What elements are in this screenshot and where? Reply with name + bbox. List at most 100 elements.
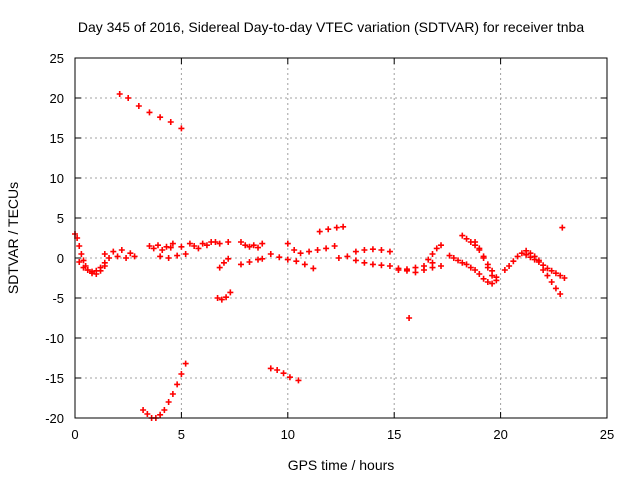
data-point [203, 242, 210, 249]
data-point [386, 248, 393, 255]
data-point [480, 275, 487, 282]
data-point [220, 259, 227, 266]
data-point [333, 224, 340, 231]
y-axis-label: SDTVAR / TECUs [5, 182, 21, 294]
data-point [438, 263, 445, 269]
data-point [135, 103, 142, 109]
y-tick-label: -15 [45, 371, 64, 386]
data-point [284, 256, 291, 263]
data-point [559, 224, 566, 231]
data-point [361, 247, 368, 253]
data-point [165, 399, 172, 405]
data-point [125, 95, 132, 101]
data-point [214, 295, 221, 301]
data-point [450, 255, 457, 261]
data-point [323, 245, 330, 252]
data-point [291, 247, 298, 253]
data-point [340, 223, 347, 230]
data-point [165, 255, 172, 261]
data-point [212, 239, 219, 245]
data-point [106, 255, 113, 261]
data-point [159, 247, 166, 253]
data-point [157, 114, 164, 121]
series-arc-28 [559, 224, 566, 231]
x-tick-label: 5 [178, 427, 185, 442]
data-point [544, 265, 551, 272]
data-point [446, 252, 453, 259]
data-point [476, 271, 483, 277]
data-point [406, 315, 413, 321]
data-point [216, 240, 223, 247]
data-point [259, 255, 266, 262]
data-point [369, 246, 376, 253]
data-point [548, 267, 555, 274]
series-arc-14 [267, 251, 317, 272]
data-point [467, 264, 474, 271]
series-arc-13 [267, 365, 302, 384]
data-point [154, 242, 161, 249]
grid [75, 58, 607, 418]
series-arc-2 [76, 259, 108, 275]
x-axis-label: GPS time / hours [288, 457, 395, 473]
series-arc-22 [446, 252, 500, 287]
data-point [150, 245, 157, 252]
data-point [325, 226, 332, 233]
series-arc-20 [425, 242, 445, 263]
series-arc-19 [395, 259, 445, 273]
data-point [561, 275, 568, 281]
data-point [127, 250, 134, 257]
x-tick-label: 15 [387, 427, 401, 442]
data-point [157, 411, 164, 418]
series-arc-27 [540, 267, 564, 297]
data-point [140, 407, 147, 413]
data-point [295, 377, 302, 384]
data-point [223, 294, 230, 301]
data-point [101, 251, 108, 257]
data-point [178, 125, 185, 132]
data-point [369, 261, 376, 268]
data-point [259, 240, 266, 247]
data-point [276, 254, 283, 261]
series-arc-4 [116, 91, 185, 132]
data-point [433, 245, 440, 252]
series-arc-15 [284, 240, 338, 257]
data-points [72, 91, 568, 421]
data-point [101, 259, 108, 266]
y-tick-label: 5 [57, 211, 64, 226]
data-point [167, 119, 174, 125]
data-point [284, 240, 291, 247]
data-point [301, 261, 308, 268]
data-point [378, 247, 385, 253]
data-point [306, 248, 313, 255]
x-tick-label: 20 [493, 427, 507, 442]
data-point [182, 360, 189, 367]
data-point [195, 245, 202, 252]
data-point [395, 267, 402, 273]
data-point [169, 391, 176, 397]
data-point [472, 267, 479, 273]
data-point [310, 265, 317, 272]
data-point [535, 259, 542, 265]
series-arc-10 [216, 255, 232, 271]
data-point [161, 407, 168, 413]
data-point [174, 381, 181, 388]
data-point [314, 247, 321, 253]
data-point [510, 258, 517, 265]
data-point [80, 264, 87, 271]
y-tick-label: -5 [52, 291, 64, 306]
data-point [472, 239, 479, 245]
data-point [237, 239, 244, 245]
data-point [429, 251, 436, 257]
data-point [540, 267, 547, 273]
data-point [352, 248, 359, 255]
data-point [80, 257, 87, 264]
data-point [425, 256, 432, 263]
data-point [378, 262, 385, 269]
data-point [174, 252, 181, 259]
data-point [255, 256, 262, 263]
data-point [438, 242, 445, 249]
data-point [386, 263, 393, 269]
data-point [97, 264, 104, 271]
data-point [237, 261, 244, 268]
